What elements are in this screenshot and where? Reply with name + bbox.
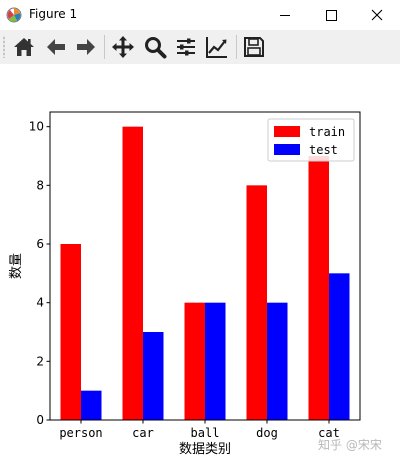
pan-icon [112,36,134,58]
bar-test-dog [267,302,288,420]
close-button[interactable] [354,0,400,30]
y-tick-label: 8 [36,178,44,192]
maximize-icon [326,10,337,21]
save-button[interactable] [242,35,266,59]
x-tick-label: cat [318,426,340,440]
legend-label-test: test [309,143,338,157]
y-tick-label: 0 [36,413,44,427]
subplots-icon [177,38,195,56]
pan-button[interactable] [111,35,135,59]
toolbar-grip [3,36,5,58]
bar-test-ball [205,302,226,420]
bar-train-cat [308,156,329,420]
back-arrow-icon [47,39,65,55]
matplotlib-logo-icon [6,7,22,23]
edit-axis-button[interactable] [205,35,229,59]
minimize-button[interactable] [262,0,308,30]
back-button[interactable] [44,35,68,59]
bar-train-car [122,126,143,420]
save-icon [244,37,264,57]
forward-button[interactable] [74,35,98,59]
close-icon [371,9,383,21]
x-tick-label: person [59,426,102,440]
x-tick-label: ball [191,426,220,440]
watermark-text: 知乎 @宋宋 [318,438,382,452]
forward-arrow-icon [77,39,95,55]
minimize-icon [280,15,290,16]
home-button[interactable] [12,35,36,59]
bar-test-person [81,390,102,420]
bar-train-person [60,244,81,420]
maximize-button[interactable] [308,0,354,30]
window-titlebar: Figure 1 [0,0,400,30]
y-tick-label: 6 [36,237,44,251]
toolbar-separator [236,35,237,59]
y-tick-label: 10 [29,120,44,134]
toolbar-separator [104,35,105,59]
edit-curve-icon [206,37,227,58]
y-tick-label: 2 [36,354,44,368]
home-icon [14,38,34,56]
bar-test-cat [329,273,350,420]
y-axis-label: 数量 [9,253,24,279]
zoom-icon [145,37,167,59]
legend-label-train: train [309,125,345,139]
bar-test-car [143,332,164,420]
figure-canvas: 0 2 4 6 8 10 person car ball dog cat 数据类别 数量 train tes… [0,64,400,465]
y-tick-label: 4 [36,296,44,310]
zoom-button[interactable] [143,35,167,59]
bar-train-dog [246,185,267,420]
window-title: Figure 1 [29,7,78,21]
navigation-toolbar [0,30,400,64]
x-axis-label: 数据类别 [179,442,231,457]
bar-chart: 0 2 4 6 8 10 person car ball dog cat 数据类别 数量 train tes… [9,111,361,457]
bar-train-ball [184,302,205,420]
x-tick-label: dog [256,426,278,440]
x-tick-label: car [132,426,154,440]
legend-swatch-train [274,126,300,137]
legend-swatch-test [274,144,300,155]
configure-subplots-button[interactable] [174,35,198,59]
